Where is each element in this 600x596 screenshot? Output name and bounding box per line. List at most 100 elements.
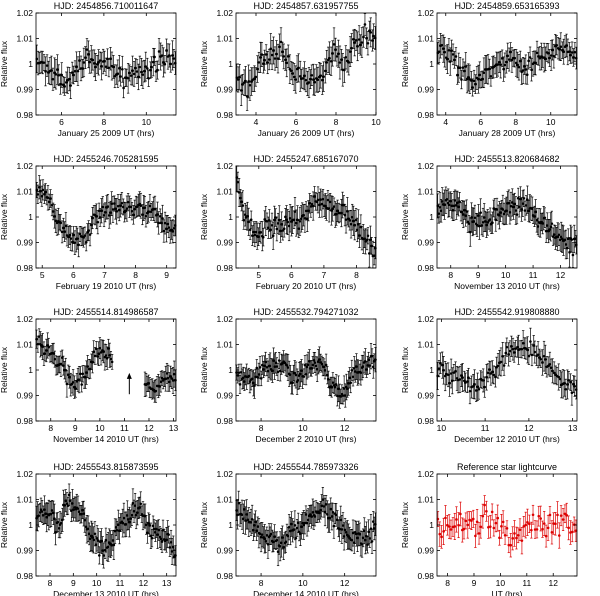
data-point [86, 365, 89, 368]
data-point [141, 213, 144, 216]
data-point [445, 197, 449, 201]
data-point [294, 373, 298, 377]
data-point [309, 77, 312, 81]
data-point [45, 349, 48, 352]
data-point [552, 54, 556, 58]
x-tick-label: 10 [142, 117, 152, 127]
data-point [87, 229, 90, 232]
x-tick-label: 10 [298, 423, 308, 433]
x-tick-label: 13 [162, 578, 172, 588]
data-point [328, 200, 332, 204]
y-tick-label: 0.99 [216, 238, 233, 248]
x-tick-label: 9 [164, 270, 169, 280]
data-point [285, 364, 289, 367]
data-point [146, 67, 149, 70]
data-point [350, 369, 354, 372]
data-point [305, 217, 309, 221]
data-point [284, 58, 287, 62]
data-point [146, 531, 149, 535]
y-axis-label: Relative flux [0, 40, 9, 87]
data-point [50, 203, 54, 207]
data-point [76, 507, 80, 510]
data-point [47, 200, 51, 204]
data-point [44, 190, 47, 194]
data-point [108, 353, 112, 357]
data-point [471, 86, 474, 89]
data-point [169, 541, 173, 544]
data-point [115, 209, 118, 213]
x-axis-label: November 13 2010 UT (hrs) [454, 281, 560, 291]
data-point [502, 364, 506, 367]
data-point [77, 510, 81, 514]
data-point [476, 385, 479, 389]
x-tick-label: 10 [95, 423, 105, 433]
data-point [562, 382, 566, 385]
data-point [101, 549, 104, 552]
data-point [271, 369, 274, 373]
data-point [263, 537, 266, 541]
data-point [113, 202, 116, 205]
data-point [292, 75, 296, 79]
data-point [93, 532, 97, 536]
data-point [499, 211, 502, 214]
data-point [247, 220, 250, 224]
data-point [355, 228, 359, 232]
data-point [286, 534, 290, 538]
data-point [102, 214, 106, 217]
data-point [132, 213, 135, 217]
axes-frame [436, 165, 578, 269]
data-point [521, 202, 525, 205]
data-point [270, 223, 274, 227]
data-point [167, 226, 171, 229]
panel-10: 8 9 10 11 12 13 0.98 0.99 1 1.01 1.02 HJD: 2455543.… [0, 462, 177, 596]
data-point [252, 381, 255, 385]
data-point [564, 243, 568, 246]
data-point [320, 78, 324, 82]
data-point [516, 345, 519, 349]
data-point [65, 382, 69, 386]
data-point [166, 376, 170, 380]
x-tick-label: 12 [139, 578, 149, 588]
data-point [366, 234, 370, 238]
data-point [160, 376, 164, 380]
data-point [481, 220, 485, 224]
data-point [51, 210, 55, 213]
data-point [477, 387, 481, 391]
data-point [100, 65, 103, 68]
data-point [342, 387, 346, 390]
data-series [436, 185, 578, 268]
data-point [323, 69, 327, 73]
data-point [488, 67, 491, 71]
data-point [254, 75, 258, 79]
data-point [171, 379, 175, 382]
data-point [106, 57, 109, 61]
x-tick-label: 10 [92, 578, 102, 588]
y-tick-label: 1 [28, 212, 33, 222]
data-point [468, 389, 472, 393]
data-point [324, 204, 327, 208]
data-point [321, 197, 325, 201]
data-point [75, 237, 79, 240]
data-point [478, 73, 482, 77]
data-point [160, 221, 163, 225]
y-tick-label: 0.99 [16, 85, 33, 95]
data-point [147, 382, 150, 385]
data-point [104, 538, 108, 542]
data-point [121, 521, 125, 525]
data-point [84, 56, 87, 59]
data-point [149, 68, 152, 72]
data-point [259, 56, 262, 59]
data-point [458, 200, 461, 203]
data-point [338, 527, 341, 531]
data-point [243, 380, 246, 383]
data-point [256, 525, 260, 528]
data-point [536, 353, 540, 357]
annotation-arrow-head [126, 372, 132, 379]
data-point [40, 510, 44, 513]
data-point [491, 221, 494, 224]
data-point [566, 237, 570, 241]
y-tick-label: 1.01 [417, 187, 434, 197]
data-point [273, 365, 276, 368]
data-point [150, 536, 154, 540]
panel-3: 4 6 8 10 0.98 0.99 1 1.01 1.02 HJD: 2454859.65316… [400, 1, 578, 138]
